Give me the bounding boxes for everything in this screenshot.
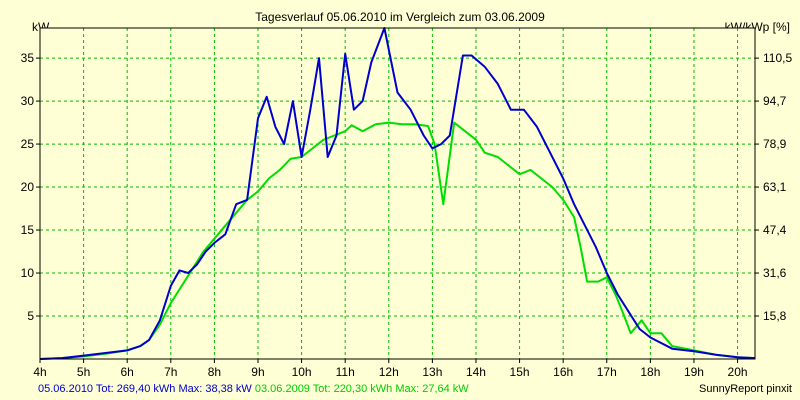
x-tick-label: 18h: [640, 365, 660, 379]
y-tick-label-right: 47,4: [763, 223, 787, 237]
x-tick-label: 9h: [251, 365, 264, 379]
y-tick-label-left: 35: [21, 51, 35, 65]
footer-credit: SunnyReport pinxit: [699, 383, 792, 395]
x-tick-label: 7h: [164, 365, 177, 379]
plot-area: [40, 28, 755, 359]
y-tick-label-left: 25: [21, 137, 35, 151]
x-tick-label: 14h: [466, 365, 486, 379]
x-tick-label: 12h: [379, 365, 399, 379]
x-tick-label: 16h: [553, 365, 573, 379]
y-tick-label-right: 110,5: [763, 51, 792, 65]
footer-legend: 05.06.2010 Tot: 269,40 kWh Max: 38,38 kW…: [38, 383, 469, 395]
x-tick-label: 10h: [292, 365, 312, 379]
y-tick-label-left: 15: [21, 223, 35, 237]
y-tick-label-left: 10: [21, 266, 35, 280]
footer-series2-summary: 03.06.2009 Tot: 220,30 kWh Max: 27,64 kW: [254, 383, 469, 395]
y-tick-label-left: 20: [21, 180, 35, 194]
x-tick-label: 19h: [684, 365, 704, 379]
plot-frame: [39, 27, 756, 360]
footer-series1-summary: 05.06.2010 Tot: 269,40 kWh Max: 38,38 kW: [38, 383, 252, 395]
x-tick-label: 8h: [208, 365, 221, 379]
x-tick-label: 17h: [597, 365, 617, 379]
y-tick-label-right: 63,1: [763, 180, 787, 194]
x-tick-label: 5h: [77, 365, 90, 379]
chart-title: Tagesverlauf 05.06.2010 im Vergleich zum…: [255, 10, 545, 24]
x-tick-label: 4h: [33, 365, 46, 379]
series-line-2010: [39, 27, 756, 360]
x-tick-label: 20h: [728, 365, 748, 379]
y-tick-label-left: 5: [27, 309, 34, 323]
y-tick-label-right: 15,8: [763, 309, 787, 323]
y-tick-label-right: 94,7: [763, 94, 787, 108]
x-tick-label: 15h: [510, 365, 530, 379]
y-tick-label-left: 30: [21, 94, 35, 108]
x-tick-label: 11h: [336, 365, 355, 379]
x-tick-label: 6h: [121, 365, 134, 379]
x-tick-label: 13h: [422, 365, 442, 379]
y-tick-label-right: 78,9: [763, 137, 787, 151]
y-tick-label-right: 31,6: [763, 266, 787, 280]
